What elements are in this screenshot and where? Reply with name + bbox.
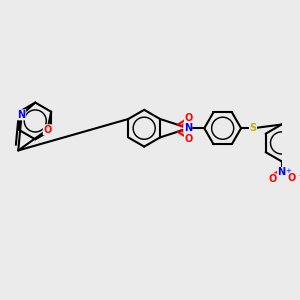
Text: O: O — [268, 174, 277, 184]
Text: N: N — [278, 167, 286, 177]
Text: O: O — [287, 172, 295, 182]
Text: +: + — [285, 168, 291, 174]
Text: O: O — [43, 125, 52, 135]
Text: N: N — [17, 110, 26, 120]
Text: N: N — [184, 123, 192, 133]
Text: -: - — [298, 170, 300, 180]
Text: S: S — [250, 123, 256, 133]
Text: O: O — [184, 113, 193, 123]
Text: O: O — [184, 134, 193, 144]
